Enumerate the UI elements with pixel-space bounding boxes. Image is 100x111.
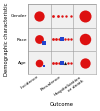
Point: [84, 62, 85, 63]
Point: [67, 38, 68, 40]
Point: [84, 15, 85, 17]
Point: [57, 15, 58, 17]
Point: [53, 15, 54, 17]
Point: [61, 38, 63, 40]
Point: [58, 62, 60, 63]
Point: [39, 15, 40, 17]
Point: [67, 62, 68, 63]
Point: [70, 15, 71, 17]
Point: [53, 62, 54, 63]
Point: [58, 38, 60, 40]
Point: [70, 62, 71, 63]
Point: [84, 38, 85, 40]
Point: [44, 65, 45, 67]
Point: [70, 38, 71, 40]
X-axis label: Outcome: Outcome: [50, 102, 74, 107]
Point: [66, 15, 67, 17]
Point: [39, 62, 40, 63]
Point: [44, 42, 45, 44]
Point: [56, 38, 57, 40]
Point: [39, 38, 40, 40]
Point: [61, 15, 63, 17]
Y-axis label: Demographic characteristic: Demographic characteristic: [4, 2, 9, 76]
Point: [64, 38, 66, 40]
Point: [64, 62, 66, 63]
Point: [56, 62, 57, 63]
Point: [53, 38, 54, 40]
Point: [61, 62, 63, 63]
